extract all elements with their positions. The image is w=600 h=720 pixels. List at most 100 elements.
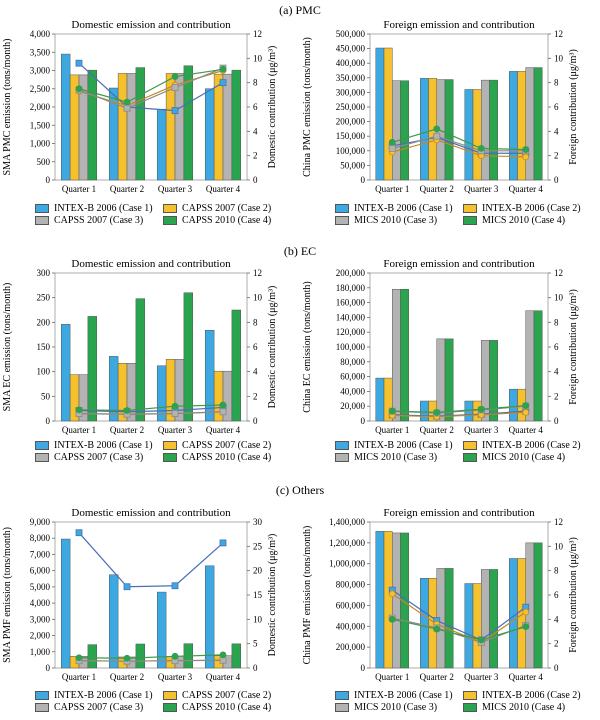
legend-item: INTEX-B 2006 (Case 1) bbox=[335, 690, 453, 701]
legend-label: CAPSS 2010 (Case 4) bbox=[182, 452, 272, 463]
y2-tick-label: 10 bbox=[554, 53, 564, 63]
bar bbox=[135, 67, 146, 181]
x-tick-label: Quarter 1 bbox=[62, 672, 96, 682]
series-line bbox=[391, 593, 527, 644]
y-axis-label: SMA PMC emission (tons/month) bbox=[2, 39, 13, 176]
legend-item: CAPSS 2010 (Case 4) bbox=[163, 702, 271, 713]
x-tick-label: Quarter 2 bbox=[110, 425, 144, 435]
bar bbox=[87, 644, 98, 669]
bar bbox=[392, 289, 401, 422]
y-tick-label: 1,400,000 bbox=[329, 517, 366, 527]
y2-tick-label: 0 bbox=[253, 663, 258, 673]
line-marker bbox=[171, 73, 179, 80]
y-tick-label: 450,000 bbox=[336, 44, 366, 54]
line-marker bbox=[388, 407, 396, 415]
y-tick-label: 1,500 bbox=[30, 120, 51, 130]
line-marker bbox=[75, 59, 83, 67]
x-tick-label: Quarter 3 bbox=[464, 672, 499, 682]
y2-tick-label: 30 bbox=[253, 517, 263, 527]
legend-swatch bbox=[35, 703, 49, 712]
y-tick-label: 2,000 bbox=[30, 631, 51, 641]
y2-tick-label: 8 bbox=[253, 317, 258, 327]
bar bbox=[126, 73, 137, 181]
y2-tick-label: 0 bbox=[554, 416, 559, 426]
y2-axis-label: Domestic contribution (μg/m³) bbox=[267, 534, 278, 657]
y-axis-label: China PMC emission (tons/month) bbox=[302, 37, 313, 177]
legend-item: CAPSS 2007 (Case 2) bbox=[163, 440, 271, 451]
legend-ec-foreign: INTEX-B 2006 (Case 1) INTEX-B 2006 (Case … bbox=[335, 440, 585, 466]
bar bbox=[183, 65, 194, 181]
bar bbox=[444, 338, 454, 422]
bar bbox=[231, 643, 242, 669]
legend-label: INTEX-B 2006 (Case 2) bbox=[482, 690, 581, 701]
line-marker bbox=[522, 153, 530, 161]
y2-tick-label: 12 bbox=[554, 29, 563, 39]
bar bbox=[509, 558, 518, 669]
series-line bbox=[392, 410, 526, 417]
legend-label: INTEX-B 2006 (Case 1) bbox=[54, 440, 153, 451]
series-line bbox=[78, 404, 224, 412]
series-line bbox=[78, 62, 224, 112]
section-title-ec: (b) EC bbox=[283, 244, 317, 258]
legend-label: MICS 2010 (Case 3) bbox=[354, 702, 438, 713]
bar bbox=[400, 289, 409, 422]
y2-tick-label: 4 bbox=[253, 126, 258, 136]
y-tick-label: 140,000 bbox=[336, 312, 366, 322]
y-tick-label: 0 bbox=[46, 663, 51, 673]
bar bbox=[222, 73, 233, 181]
legend-item: MICS 2010 (Case 4) bbox=[463, 702, 565, 713]
bar bbox=[481, 569, 490, 669]
x-tick-label: Quarter 1 bbox=[375, 425, 409, 435]
bar bbox=[464, 583, 474, 669]
legend-item: CAPSS 2007 (Case 3) bbox=[35, 215, 143, 226]
series-line bbox=[392, 128, 526, 151]
y2-tick-label: 12 bbox=[253, 268, 262, 278]
y-tick-label: 100,000 bbox=[336, 342, 366, 352]
y2-tick-label: 12 bbox=[253, 29, 262, 39]
series-line bbox=[392, 135, 526, 152]
line-marker bbox=[477, 636, 485, 644]
legend-item: CAPSS 2007 (Case 2) bbox=[163, 690, 271, 701]
legend-swatch bbox=[163, 691, 177, 700]
legend-item: CAPSS 2010 (Case 4) bbox=[163, 215, 271, 226]
line-marker bbox=[171, 402, 179, 410]
y2-tick-label: 0 bbox=[253, 416, 258, 426]
y-tick-label: 250 bbox=[37, 293, 51, 303]
series-line bbox=[391, 589, 527, 641]
bar bbox=[444, 79, 454, 181]
line-marker bbox=[171, 582, 179, 590]
legend-item: INTEX-B 2006 (Case 2) bbox=[463, 690, 581, 701]
y-tick-label: 4,000 bbox=[30, 598, 51, 608]
legend-label: CAPSS 2010 (Case 4) bbox=[182, 702, 272, 713]
chart-ec-foreign: Foreign emission and contribution 0 20,000… bbox=[302, 258, 579, 435]
y-tick-label: 120,000 bbox=[336, 327, 366, 337]
line-marker bbox=[171, 84, 179, 91]
bar bbox=[156, 108, 167, 181]
bar bbox=[472, 583, 482, 669]
bar bbox=[400, 80, 409, 181]
legend-item: INTEX-B 2006 (Case 1) bbox=[35, 690, 153, 701]
y-tick-label: 20,000 bbox=[340, 401, 365, 411]
legend-swatch bbox=[335, 703, 349, 712]
bar bbox=[204, 565, 215, 669]
legend-swatch bbox=[163, 441, 177, 450]
y-tick-label: 1,000,000 bbox=[329, 559, 366, 569]
line-marker bbox=[171, 652, 179, 660]
y2-tick-label: 6 bbox=[253, 342, 258, 352]
chart-others-domestic: Domestic emission and contribution 0 1,000… bbox=[2, 507, 278, 682]
x-tick-label: Quarter 2 bbox=[420, 184, 454, 194]
y-tick-label: 9,000 bbox=[30, 517, 51, 527]
line-marker bbox=[219, 651, 227, 659]
section-title-pmc: (a) PMC bbox=[279, 3, 321, 17]
bar bbox=[231, 309, 242, 422]
legend-label: INTEX-B 2006 (Case 1) bbox=[354, 203, 453, 214]
bar bbox=[108, 574, 119, 669]
y-axis-label: SMA EC emission (tons/month) bbox=[2, 283, 13, 412]
y-tick-label: 600,000 bbox=[336, 600, 366, 610]
legend-ec-domestic: INTEX-B 2006 (Case 1) CAPSS 2007 (Case 2)… bbox=[35, 440, 285, 466]
series-line bbox=[392, 404, 526, 413]
y2-tick-label: 0 bbox=[554, 663, 559, 673]
y-tick-label: 150 bbox=[37, 342, 51, 352]
legend-label: MICS 2010 (Case 3) bbox=[354, 215, 438, 226]
x-tick-label: Quarter 2 bbox=[420, 425, 454, 435]
